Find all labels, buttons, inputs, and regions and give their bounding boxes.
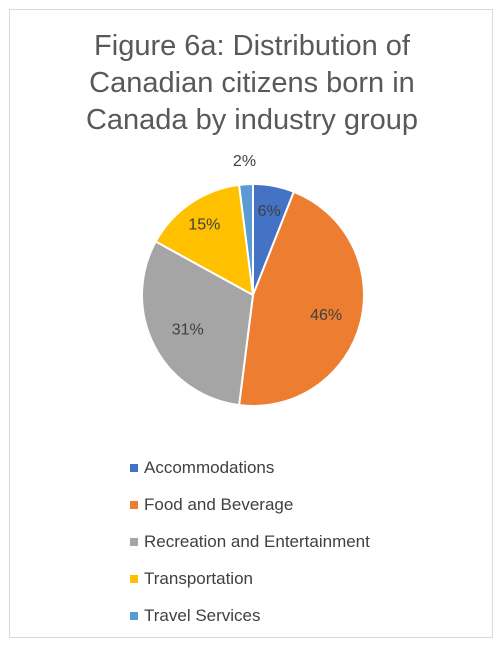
chart-legend: Accommodations Food and Beverage Recreatio… — [130, 454, 370, 639]
legend-swatch-accommodations — [130, 464, 138, 472]
legend-item-travel-services: Travel Services — [130, 602, 370, 639]
legend-label-recreation-and-entertainment: Recreation and Entertainment — [144, 532, 370, 551]
data-label-travel-services: 2% — [233, 153, 256, 170]
pie-data-labels: 6% 46% 31% 15% 2% — [172, 153, 342, 338]
chart-title: Figure 6a: Distribution of Canadian citi… — [85, 30, 419, 136]
legend-label-travel-services: Travel Services — [144, 606, 261, 625]
data-label-food-and-beverage: 46% — [310, 307, 342, 324]
pie-slice-recreation-and-entertainment — [141, 240, 255, 407]
legend-swatch-food-and-beverage — [130, 501, 138, 509]
pie-slice-food-and-beverage — [237, 190, 365, 407]
legend-label-accommodations: Accommodations — [144, 458, 275, 477]
legend-item-accommodations: Accommodations — [130, 454, 370, 491]
data-label-recreation-and-entertainment: 31% — [172, 321, 204, 338]
legend-swatch-transportation — [130, 575, 138, 583]
pie-slice-travel-services — [237, 182, 254, 296]
legend-swatch-travel-services — [130, 612, 138, 620]
pie-slice-transportation — [154, 183, 255, 297]
legend-item-transportation: Transportation — [130, 565, 370, 602]
legend-item-recreation-and-entertainment: Recreation and Entertainment — [130, 528, 370, 565]
data-label-transportation: 15% — [188, 216, 220, 233]
legend-label-transportation: Transportation — [144, 569, 253, 588]
data-label-accommodations: 6% — [258, 203, 281, 220]
legend-item-food-and-beverage: Food and Beverage — [130, 491, 370, 528]
pie-slices — [141, 182, 365, 407]
legend-label-food-and-beverage: Food and Beverage — [144, 495, 294, 514]
legend-swatch-recreation-and-entertainment — [130, 538, 138, 546]
